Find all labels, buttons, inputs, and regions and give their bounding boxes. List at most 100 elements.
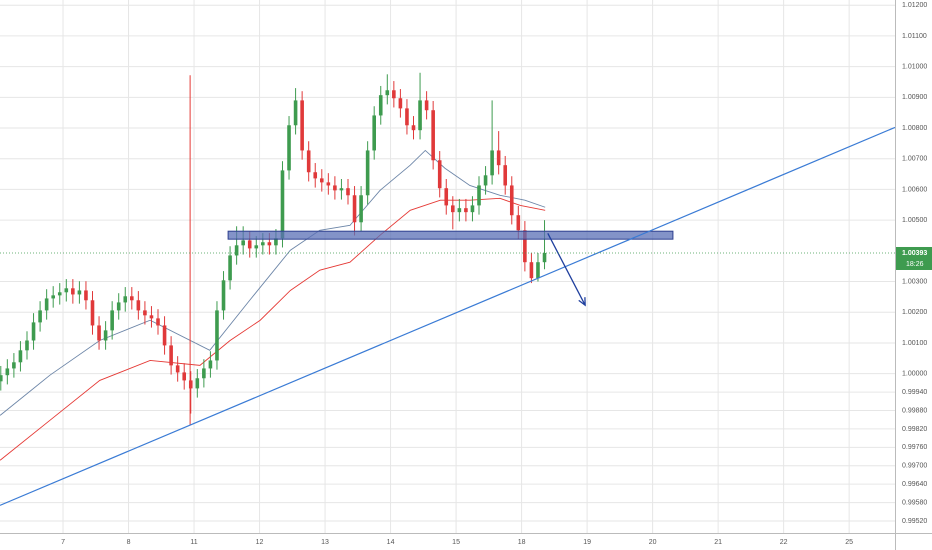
candle-body — [509, 185, 514, 216]
candle-body — [110, 310, 114, 331]
candle-body — [162, 325, 167, 346]
candle-body — [372, 115, 376, 151]
candle-body — [175, 365, 180, 373]
last-price-box — [896, 246, 932, 270]
x-tick-label: 22 — [780, 539, 788, 546]
candle-body — [38, 310, 42, 323]
candle-body — [84, 290, 88, 301]
candle-body — [451, 205, 455, 213]
candle-body — [274, 238, 278, 246]
y-tick-label: 0.99880 — [902, 407, 927, 414]
candle-body — [228, 255, 232, 281]
candle-body — [90, 300, 95, 326]
candle-body — [169, 345, 173, 366]
y-tick-label: 1.01000 — [902, 63, 927, 70]
candle-body — [130, 296, 134, 301]
x-tick-label: 8 — [127, 539, 131, 546]
x-tick-label: 25 — [845, 539, 853, 546]
x-tick-label: 7 — [61, 539, 65, 546]
candle-body — [103, 330, 108, 341]
resistance-zone — [227, 230, 674, 240]
candle-body — [97, 325, 101, 341]
candle-body — [365, 150, 370, 196]
x-tick-label: 14 — [387, 539, 395, 546]
candle-body — [188, 380, 193, 389]
candle-body — [405, 108, 409, 126]
candle-body — [503, 165, 508, 186]
x-tick-label: 20 — [649, 539, 657, 546]
candle-body — [280, 170, 285, 239]
candle-body — [359, 195, 363, 223]
y-tick-label: 0.99580 — [902, 499, 927, 506]
trend-line — [0, 126, 896, 506]
candle-body — [444, 188, 449, 206]
candle-body — [0, 375, 3, 382]
candle-body — [378, 95, 383, 116]
candle-body — [247, 240, 252, 249]
candle-body — [202, 368, 206, 379]
candle-body — [424, 100, 429, 111]
x-tick-label: 11 — [190, 539, 197, 546]
candle-body — [352, 195, 357, 223]
last-price-label: 1.00393 — [902, 250, 927, 257]
candle-body — [25, 340, 29, 351]
y-tick-label: 1.00500 — [902, 217, 927, 224]
y-tick-label: 0.99520 — [902, 518, 927, 525]
y-tick-label: 0.99940 — [902, 389, 927, 396]
candle-body — [51, 295, 55, 299]
candle-body — [123, 296, 128, 303]
candle-body — [287, 125, 291, 171]
candle-body — [64, 288, 69, 293]
candle-body — [182, 372, 187, 381]
arrow — [547, 233, 586, 306]
arrow-head — [578, 297, 586, 307]
candle-body — [44, 298, 49, 311]
candle-body — [516, 215, 521, 231]
candle-body — [431, 110, 435, 161]
candle-body — [267, 242, 272, 246]
candle-body — [542, 252, 547, 263]
y-tick-label: 1.00100 — [902, 340, 927, 347]
candle-body — [208, 360, 213, 369]
candle-body — [339, 188, 344, 191]
candle-body — [77, 290, 82, 295]
candle-body — [215, 310, 219, 361]
candle-body — [398, 98, 403, 109]
candle-body — [234, 245, 239, 256]
candle-body — [313, 172, 318, 179]
candle-body — [536, 262, 540, 279]
candle-body — [346, 188, 350, 196]
candle-body — [457, 208, 462, 213]
candle-body — [149, 315, 154, 319]
candle-body — [300, 100, 304, 151]
y-tick-label: 0.99820 — [902, 426, 927, 433]
candle-body — [333, 185, 337, 191]
y-tick-label: 0.99700 — [902, 463, 927, 470]
candle-body — [221, 280, 226, 311]
candle-body — [254, 245, 259, 249]
candle-body — [477, 185, 481, 206]
y-tick-label: 1.00300 — [902, 278, 927, 285]
y-tick-label: 0.99640 — [902, 481, 927, 488]
y-tick-label: 1.00900 — [902, 94, 927, 101]
candle-body — [392, 90, 396, 99]
y-tick-label: 1.01200 — [902, 2, 927, 9]
candle-body — [496, 150, 501, 166]
candle-body — [5, 368, 10, 376]
candle-body — [241, 240, 245, 246]
candle-body — [411, 125, 416, 131]
candle-body — [306, 150, 311, 173]
candle-body — [71, 288, 75, 295]
candle-body — [385, 90, 390, 96]
candle-body — [319, 178, 324, 183]
y-tick-label: 1.00700 — [902, 156, 927, 163]
y-tick-label: 0.99760 — [902, 444, 927, 451]
candle-body — [31, 322, 36, 341]
x-tick-label: 13 — [321, 539, 329, 546]
candle-body — [12, 362, 16, 369]
x-tick-label: 21 — [714, 539, 722, 546]
candle-body — [483, 175, 488, 186]
y-tick-label: 1.00200 — [902, 309, 927, 316]
candle-body — [464, 208, 468, 213]
